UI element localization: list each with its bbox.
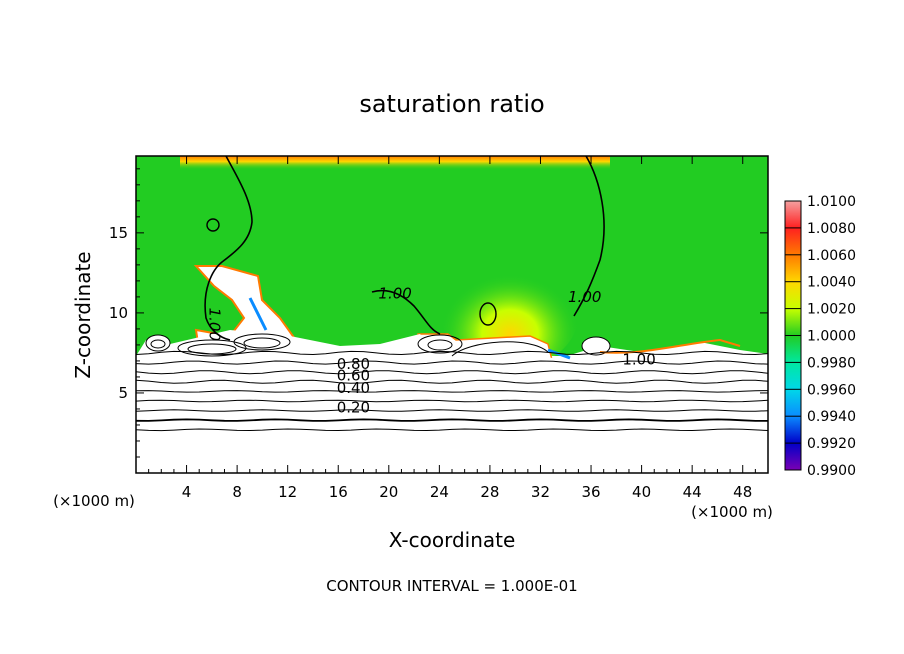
contour-1-00-loop-a: [206, 218, 220, 232]
cloud-blob-right: [581, 336, 611, 356]
contour-label: 0.80: [337, 355, 370, 373]
colorbar-segment: [785, 335, 801, 363]
y-tick-label: 15: [109, 224, 128, 242]
x-tick-label: 36: [581, 483, 600, 501]
x-tick-label: 48: [733, 483, 752, 501]
contour-1-00-left: [204, 156, 253, 341]
colorbar-segment: [785, 416, 801, 444]
x-tick-label: 8: [232, 483, 242, 501]
y-tick-label: 5: [118, 384, 128, 402]
plot-field: [136, 156, 768, 473]
contour-1-00-center: [371, 289, 441, 335]
colorbar-segment: [785, 362, 801, 390]
x-tick-label: 12: [278, 483, 297, 501]
colorbar-label: 0.9980: [807, 355, 856, 371]
colorbar-label: 1.0040: [807, 275, 856, 291]
x-tick-label: 20: [379, 483, 398, 501]
contour-1-00-right: [573, 156, 605, 317]
colorbar-label: 0.9940: [807, 409, 856, 425]
contour-label: 1.00: [378, 285, 411, 303]
colorbar-segment: [785, 227, 801, 255]
x-tick-label: 28: [480, 483, 499, 501]
colorbar-label: 0.9900: [807, 463, 856, 479]
cloud-blob-left: [145, 334, 171, 352]
contour-line: [136, 409, 768, 412]
contour-label: 1.00: [622, 350, 655, 368]
colorbar-segment: [785, 201, 801, 228]
contour-label: 1.00: [568, 288, 601, 306]
contour-line: [136, 418, 768, 422]
cloud-patch-base: [136, 330, 768, 362]
y-axis-ticks: 5 10 15: [109, 168, 768, 458]
contour-1-00-loop-b: [479, 302, 497, 326]
contour-line: [136, 399, 768, 403]
x-tick-label: 16: [329, 483, 348, 501]
x-tick-label: 44: [683, 483, 702, 501]
x-tick-label: 40: [632, 483, 651, 501]
x-tick-label: 4: [182, 483, 192, 501]
contour-line: [136, 379, 768, 384]
colorbar-segment: [785, 254, 801, 282]
contour-label: 0.20: [337, 398, 370, 416]
x-units-right: (×1000 m): [691, 503, 773, 521]
y-tick-label: 10: [109, 304, 128, 322]
colorbar-segment: [785, 443, 801, 470]
x-units-left: (×1000 m): [53, 492, 135, 510]
x-axis-ticks: 4 8 12 16 20 24 28 32 36 40 44 48: [148, 156, 756, 501]
colorbar-label: 0.9920: [807, 436, 856, 452]
contour-line: [136, 390, 768, 393]
y-axis-label: Z-coordinate: [71, 251, 95, 378]
contour-line: [136, 370, 768, 375]
colorbar-segment: [785, 308, 801, 336]
colorbar: 1.0100 1.0080 1.0060 1.0040 1.0020 1.0000 0.99…: [784, 194, 856, 479]
x-tick-label: 32: [531, 483, 550, 501]
contour-line: [136, 428, 768, 432]
contour-line: [136, 360, 768, 365]
chart-title: saturation ratio: [359, 90, 544, 118]
cloud-edge-right: [599, 338, 741, 354]
colorbar-label: 1.0060: [807, 248, 856, 264]
x-tick-label: 24: [430, 483, 449, 501]
colorbar-label: 1.0020: [807, 302, 856, 318]
colorbar-label: 0.9960: [807, 382, 856, 398]
colorbar-segment: [785, 389, 801, 417]
contour-labels: 1.00 1.00 1.00 1.00 0.800.600.400.20: [205, 285, 655, 417]
colorbar-segment: [785, 281, 801, 309]
contour-label: 1.00: [205, 308, 223, 341]
top-boundary-band: [180, 156, 610, 170]
colorbar-label: 1.0080: [807, 221, 856, 237]
contour-label: 0.40: [337, 379, 370, 397]
colorbar-label: 1.0100: [807, 194, 856, 210]
x-axis-label: X-coordinate: [389, 528, 516, 552]
subsaturated-region: [136, 356, 768, 473]
contour-line: [136, 350, 768, 356]
contour-label: 0.60: [337, 366, 370, 384]
colorbar-label: 1.0000: [807, 329, 856, 345]
subcloud-contour-lines: [136, 350, 768, 432]
contour-interval-footer: CONTOUR INTERVAL = 1.000E-01: [326, 577, 577, 595]
